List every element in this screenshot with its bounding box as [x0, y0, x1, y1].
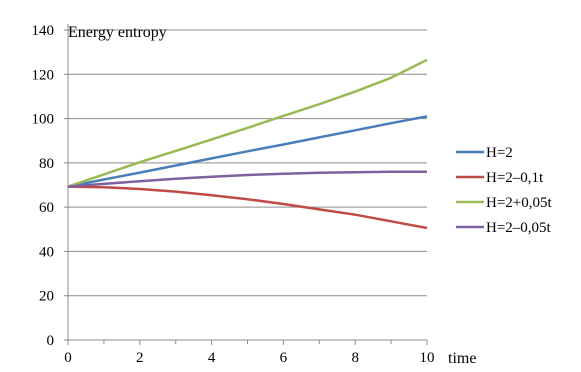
- y-tick-label-40: 40: [39, 244, 54, 260]
- y-tick-label-140: 140: [32, 23, 55, 39]
- series-line-1: [67, 115, 428, 188]
- legend-label-4: H=2–0,05t: [486, 220, 552, 236]
- legend-label-3: H=2+0,05t: [486, 195, 553, 211]
- x-tick-label-2: 2: [136, 350, 144, 366]
- y-tick-label-80: 80: [39, 156, 54, 172]
- y-tick-label-120: 120: [32, 67, 55, 83]
- x-tick-label-6: 6: [280, 350, 288, 366]
- legend: H=2 H=2–0,1t H=2+0,05t H=2–0,05t: [456, 145, 553, 236]
- axes: [64, 24, 428, 345]
- series-line-2: [67, 185, 428, 230]
- y-tick-label-0: 0: [47, 333, 55, 349]
- x-tick-labels: 0 2 4 6 8 10: [64, 350, 434, 366]
- y-tick-label-60: 60: [39, 200, 54, 216]
- series-line-3: [67, 58, 428, 188]
- x-tick-label-0: 0: [64, 350, 72, 366]
- y-tick-label-20: 20: [39, 289, 54, 305]
- x-tick-label-10: 10: [420, 350, 435, 366]
- x-axis-label: time: [448, 350, 476, 367]
- legend-label-1: H=2: [486, 145, 513, 161]
- legend-label-2: H=2–0,1t: [486, 170, 544, 186]
- series-line-4: [67, 170, 427, 188]
- gridlines: [68, 29, 427, 297]
- series-lines: [67, 58, 428, 230]
- y-tick-labels: 0 20 40 60 80 100 120 140: [32, 23, 55, 349]
- x-tick-label-4: 4: [208, 350, 216, 366]
- y-tick-label-100: 100: [32, 112, 55, 128]
- chart-title: Energy entropy: [68, 24, 167, 41]
- x-tick-label-8: 8: [351, 350, 359, 366]
